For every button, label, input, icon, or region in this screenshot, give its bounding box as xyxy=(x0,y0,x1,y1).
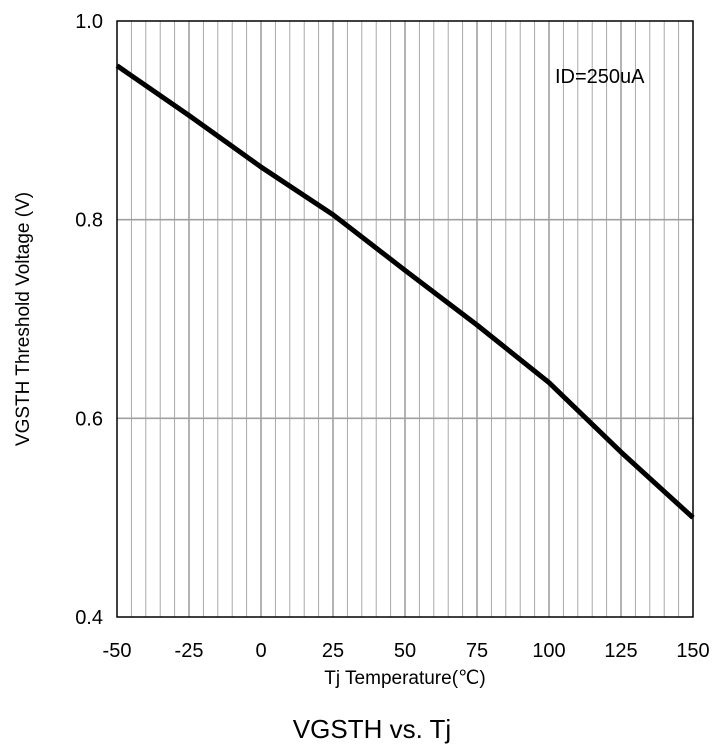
test-condition-annotation: ID=250uA xyxy=(555,66,645,88)
x-tick-label: 75 xyxy=(466,640,488,662)
grid xyxy=(117,21,693,617)
x-tick-labels: -50 -25 0 25 50 75 100 125 150 xyxy=(103,640,710,662)
y-tick-label: 0.4 xyxy=(75,607,103,629)
x-tick-label: 0 xyxy=(255,640,266,662)
y-tick-label: 0.6 xyxy=(75,408,103,430)
x-tick-label: 150 xyxy=(676,640,709,662)
x-tick-label: 25 xyxy=(322,640,344,662)
x-axis-label: Tj Temperature(℃) xyxy=(324,668,485,689)
y-tick-label: 0.8 xyxy=(75,210,103,232)
x-tick-label: -50 xyxy=(103,640,132,662)
series-line xyxy=(115,63,695,520)
y-axis-label: VGSTH Threshold Voltage (V) xyxy=(13,192,34,446)
series-layer xyxy=(115,63,695,520)
plot-frame xyxy=(116,20,694,618)
x-tick-label: -25 xyxy=(175,640,204,662)
x-tick-label: 125 xyxy=(604,640,637,662)
x-tick-label: 100 xyxy=(532,640,565,662)
chart-title: VGSTH vs. Tj xyxy=(293,714,451,744)
y-tick-labels: 0.4 0.6 0.8 1.0 xyxy=(75,11,103,629)
y-tick-label: 1.0 xyxy=(75,11,103,33)
x-tick-label: 50 xyxy=(394,640,416,662)
